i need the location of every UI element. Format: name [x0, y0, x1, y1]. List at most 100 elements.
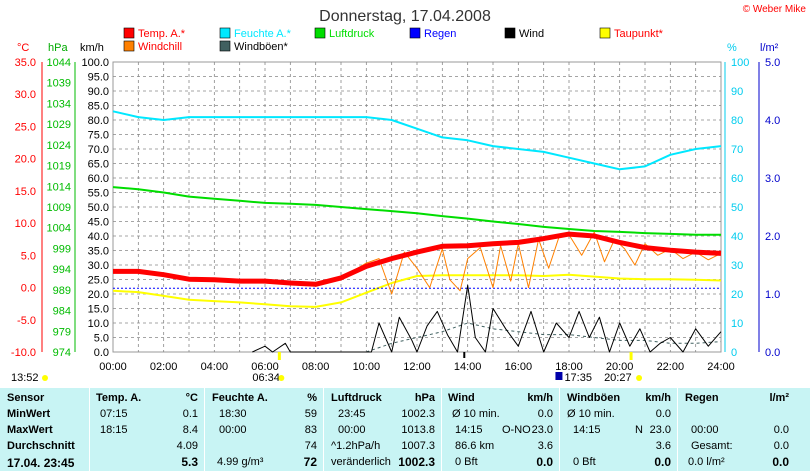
sun-markers: 06:34 17:35 20:27 13:52 [11, 352, 643, 384]
wind-max-time: 14:15 [455, 424, 483, 436]
temp-max-time: 18:15 [100, 424, 128, 436]
series-lines [112, 110, 722, 353]
row-label-current: 17.04. 23:45 [7, 456, 75, 470]
series-line [252, 284, 722, 353]
feuchte-current: 72 [303, 455, 317, 469]
regen-total-label: Gesamt: [691, 440, 733, 452]
feuchte-header: Feuchte A. [212, 392, 268, 404]
kmh-tick-label: 70.0 [88, 144, 109, 156]
temp-header: Temp. A. [96, 392, 142, 404]
hpa-tick-label: 1004 [47, 223, 71, 235]
windboeen-max-time: 14:15 [573, 424, 601, 436]
wind-current: 0.0 [536, 455, 553, 469]
windboeen-max: 23.0 [649, 424, 671, 436]
kmh-tick-label: 80.0 [88, 115, 109, 127]
wind-header: Wind [448, 392, 475, 404]
hpa-tick-label: 1044 [47, 57, 71, 69]
x-tick-label: 10:00 [353, 361, 381, 373]
x-tick-label: 14:00 [454, 361, 482, 373]
kmh-tick-label: 60.0 [88, 173, 109, 185]
sun-icon [636, 375, 643, 381]
legend-swatch [504, 27, 516, 39]
sun-icon [278, 375, 285, 381]
kmh-tick-label: 25.0 [88, 275, 109, 287]
wind-min: 0.0 [537, 408, 553, 420]
kmh-tick-label: 20.0 [88, 289, 109, 301]
feuchte-unit: % [307, 392, 317, 404]
legend-label: Wind [519, 28, 544, 40]
luftdruck-trend: veränderlich [331, 456, 391, 468]
kmh-tick-label: 35.0 [88, 246, 109, 258]
x-tick-label: 02:00 [150, 361, 178, 373]
luftdruck-min-time: 23:45 [338, 408, 366, 420]
legend-label: Feuchte A.* [234, 28, 292, 40]
temp-tick-label: 0.0 [21, 283, 36, 295]
kmh-tick-label: 30.0 [88, 260, 109, 272]
temp-avg: 4.09 [176, 440, 198, 452]
lm2-tick-label: 2.0 [765, 231, 780, 243]
pct-tick-label: 60 [731, 173, 743, 185]
kmh-tick-label: 65.0 [88, 159, 109, 171]
legend-label: Taupunkt* [614, 28, 664, 40]
sunset-time: 20:27 [604, 372, 632, 384]
kmh-tick-label: 75.0 [88, 130, 109, 142]
weather-chart: Donnerstag, 17.04.2008 © Weber Mike Temp… [11, 4, 807, 384]
temp-tick-label: 5.0 [21, 250, 36, 262]
x-tick-label: 00:00 [99, 361, 127, 373]
hpa-tick-label: 989 [53, 285, 71, 297]
luftdruck-trend-rate: ^1.2hPa/h [331, 440, 381, 452]
kmh-tick-label: 0.0 [94, 347, 109, 359]
hpa-tick-label: 984 [53, 306, 71, 318]
series-line [113, 231, 722, 287]
temp-max: 8.4 [182, 424, 198, 436]
kmh-tick-label: 100.0 [81, 57, 109, 69]
pct-tick-label: 40 [731, 231, 743, 243]
feuchte-max-time: 00:00 [219, 424, 247, 436]
hpa-tick-label: 1024 [47, 140, 71, 152]
luftdruck-unit: hPa [414, 392, 435, 404]
temp-unit: °C [185, 392, 198, 404]
kmh-tick-label: 90.0 [88, 86, 109, 98]
legend-label: Regen [424, 28, 456, 40]
feuchte-avg: 74 [304, 440, 317, 452]
windboeen-avg: 3.6 [655, 440, 671, 452]
unit-hpa: hPa [48, 42, 68, 54]
col-temp: Temp. A. °C 07:15 0.1 18:15 8.4 4.09 5.3 [89, 388, 204, 471]
series-line [112, 273, 722, 308]
unit-temp: °C [17, 42, 29, 54]
legend-label: Temp. A.* [138, 28, 186, 40]
windboeen-unit: km/h [645, 392, 671, 404]
legend-label: Windböen* [234, 41, 289, 53]
col-sensor: Sensor MinWert MaxWert Durchschnitt 17.0… [0, 388, 89, 471]
regen-current: 0.0 [772, 455, 789, 469]
windboeen-max-dir: N [635, 424, 643, 436]
kmh-tick-label: 95.0 [88, 72, 109, 84]
temp-tick-label: -5.0 [17, 315, 36, 327]
windboeen-bft: 0 Bft [573, 456, 596, 468]
wind-max-dir: O-NO [502, 424, 531, 436]
legend-label: Windchill [138, 41, 182, 53]
pct-tick-label: 10 [731, 318, 743, 330]
x-tick-label: 04:00 [201, 361, 229, 373]
legend-swatch [219, 27, 231, 39]
row-label-avg: Durchschnitt [7, 440, 75, 452]
sensor-header: Sensor [7, 392, 45, 404]
temp-tick-label: 35.0 [15, 57, 36, 69]
feuchte-max: 83 [304, 424, 317, 436]
wind-bft: 0 Bft [455, 456, 478, 468]
pct-tick-label: 30 [731, 260, 743, 272]
legend-swatch [599, 27, 611, 39]
x-tick-label: 20:00 [606, 361, 634, 373]
temp-tick-label: 20.0 [15, 154, 36, 166]
hpa-tick-label: 994 [53, 264, 71, 276]
kmh-tick-label: 5.0 [94, 333, 109, 345]
regen-header: Regen [685, 392, 719, 404]
hpa-tick-label: 1009 [47, 202, 71, 214]
legend-swatch [409, 27, 421, 39]
col-wind: Wind km/h Ø 10 min. 0.0 14:15 O-NO 23.0 … [441, 388, 559, 471]
moon-icon [555, 372, 563, 380]
pct-tick-label: 70 [731, 144, 743, 156]
wind-distance: 86.6 km [455, 440, 495, 452]
pct-tick-label: 0 [731, 347, 737, 359]
col-feuchte: Feuchte A. % 18:30 59 00:00 83 74 4.99 g… [204, 388, 323, 471]
